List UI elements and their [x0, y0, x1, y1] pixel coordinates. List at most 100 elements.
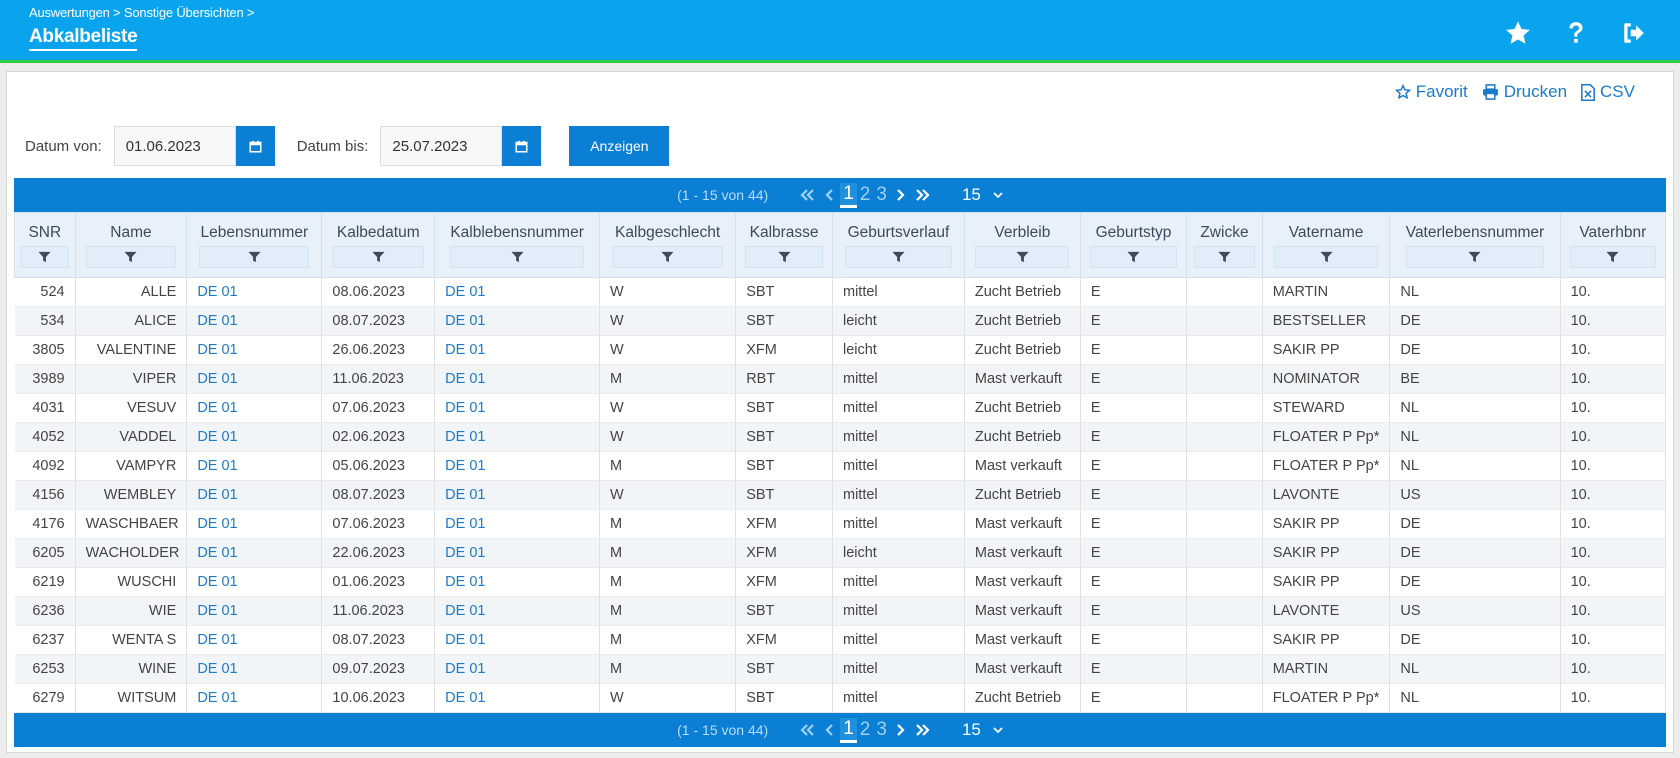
next-page-button[interactable] [890, 189, 912, 201]
number-link[interactable]: DE 01 [445, 487, 486, 503]
column-filter-button[interactable] [975, 246, 1070, 268]
last-page-button[interactable] [912, 189, 934, 201]
column-header[interactable]: Name [74, 212, 188, 278]
number-link[interactable]: DE 01 [445, 400, 486, 416]
table-row[interactable]: 6279 WITSUM DE 01 10.06.2023 DE 01 W SBT mittel… [14, 683, 1667, 713]
number-link[interactable]: DE 01 [197, 458, 238, 474]
column-filter-button[interactable] [1274, 246, 1378, 268]
table-row[interactable]: 6205 WACHOLDER DE 01 22.06.2023 DE 01 M XFM lei… [14, 538, 1667, 568]
column-header[interactable]: Kalbgeschlecht [599, 212, 737, 278]
number-link[interactable]: DE 01 [197, 371, 238, 387]
table-row[interactable]: 4176 WASCHBAER DE 01 07.06.2023 DE 01 M XFM mit… [14, 509, 1667, 539]
column-filter-button[interactable] [449, 246, 585, 268]
page-3-button[interactable]: 3 [876, 719, 887, 740]
number-link[interactable]: DE 01 [197, 545, 238, 561]
table-row[interactable]: 3989 VIPER DE 01 11.06.2023 DE 01 M RBT mittel M… [14, 364, 1667, 394]
favorite-button[interactable]: Favorit [1394, 82, 1468, 102]
page-1-button[interactable]: 1 [840, 182, 857, 208]
column-header[interactable]: Zwicke [1186, 212, 1263, 278]
column-header[interactable]: Geburtsverlauf [831, 212, 965, 278]
number-link[interactable]: DE 01 [445, 632, 486, 648]
page-2-button[interactable]: 2 [859, 719, 871, 740]
number-link[interactable]: DE 01 [197, 516, 238, 532]
show-button[interactable]: Anzeigen [569, 126, 670, 166]
number-link[interactable]: DE 01 [445, 545, 486, 561]
number-link[interactable]: DE 01 [445, 342, 486, 358]
number-link[interactable]: DE 01 [197, 661, 238, 677]
logout-icon[interactable] [1618, 17, 1650, 49]
number-link[interactable]: DE 01 [445, 661, 486, 677]
column-header[interactable]: Vaterlebensnummer [1389, 212, 1561, 278]
table-row[interactable]: 6253 WINE DE 01 09.07.2023 DE 01 M SBT mittel Ma… [14, 654, 1667, 684]
number-link[interactable]: DE 01 [445, 574, 486, 590]
number-link[interactable]: DE 01 [197, 342, 238, 358]
column-filter-button[interactable] [1569, 246, 1656, 268]
table-row[interactable]: 6219 WUSCHI DE 01 01.06.2023 DE 01 M XFM mittel… [14, 567, 1667, 597]
number-link[interactable]: DE 01 [197, 632, 238, 648]
number-link[interactable]: DE 01 [445, 516, 486, 532]
number-link[interactable]: DE 01 [445, 284, 486, 300]
first-page-button[interactable] [796, 189, 818, 201]
table-row[interactable]: 3805 VALENTINE DE 01 26.06.2023 DE 01 W XFM lei… [14, 335, 1667, 365]
number-link[interactable]: DE 01 [197, 429, 238, 445]
table-row[interactable]: 6236 WIE DE 01 11.06.2023 DE 01 M SBT mittel Mas… [14, 596, 1667, 626]
table-row[interactable]: 4052 VADDEL DE 01 02.06.2023 DE 01 W SBT mittel… [14, 422, 1667, 452]
number-link[interactable]: DE 01 [197, 313, 238, 329]
table-row[interactable]: 4092 VAMPYR DE 01 05.06.2023 DE 01 M SBT mittel… [14, 451, 1667, 481]
number-link[interactable]: DE 01 [445, 429, 486, 445]
column-filter-button[interactable] [20, 246, 70, 268]
number-link[interactable]: DE 01 [197, 284, 238, 300]
page-1-button[interactable]: 1 [840, 717, 857, 743]
column-filter-button[interactable] [1193, 246, 1255, 268]
last-page-button[interactable] [912, 724, 934, 736]
table-row[interactable]: 534 ALICE DE 01 08.07.2023 DE 01 W SBT leicht Zu… [14, 306, 1667, 336]
number-link[interactable]: DE 01 [445, 371, 486, 387]
column-filter-button[interactable] [1405, 246, 1545, 268]
column-header[interactable]: Verbleib [963, 212, 1081, 278]
table-row[interactable]: 4031 VESUV DE 01 07.06.2023 DE 01 W SBT mittel Z… [14, 393, 1667, 423]
star-icon[interactable] [1502, 17, 1534, 49]
column-filter-button[interactable] [844, 246, 953, 268]
column-header[interactable]: Lebensnummer [186, 212, 323, 278]
column-filter-button[interactable] [744, 246, 824, 268]
print-button[interactable]: Drucken [1482, 82, 1567, 102]
number-link[interactable]: DE 01 [445, 603, 486, 619]
column-header[interactable]: SNR [14, 212, 76, 278]
question-icon[interactable] [1560, 17, 1592, 49]
page-2-button[interactable]: 2 [859, 184, 871, 205]
table-row[interactable]: 524 ALLE DE 01 08.06.2023 DE 01 W SBT mittel Zuc… [14, 277, 1667, 307]
column-header[interactable]: Geburtstyp [1079, 212, 1188, 278]
number-link[interactable]: DE 01 [197, 487, 238, 503]
date-to-input[interactable] [380, 126, 503, 166]
date-from-input[interactable] [113, 126, 236, 166]
number-link[interactable]: DE 01 [197, 603, 238, 619]
page-size-select[interactable]: 15 [962, 185, 1003, 205]
column-header[interactable]: Vatername [1261, 212, 1391, 278]
prev-page-button[interactable] [818, 724, 840, 736]
column-filter-button[interactable] [85, 246, 177, 268]
breadcrumb[interactable]: Auswertungen > Sonstige Übersichten > [29, 5, 255, 20]
table-row[interactable]: 4156 WEMBLEY DE 01 08.07.2023 DE 01 W SBT mitte… [14, 480, 1667, 510]
column-header[interactable]: Kalbedatum [321, 212, 436, 278]
table-row[interactable]: 6237 WENTA S DE 01 08.07.2023 DE 01 M XFM mitte… [14, 625, 1667, 655]
prev-page-button[interactable] [818, 189, 840, 201]
date-to-calendar-button[interactable] [502, 126, 542, 166]
first-page-button[interactable] [796, 724, 818, 736]
column-filter-button[interactable] [199, 246, 310, 268]
column-header[interactable]: Kalblebensnummer [434, 212, 601, 278]
next-page-button[interactable] [890, 724, 912, 736]
column-filter-button[interactable] [1090, 246, 1177, 268]
number-link[interactable]: DE 01 [445, 690, 486, 706]
number-link[interactable]: DE 01 [197, 400, 238, 416]
number-link[interactable]: DE 01 [445, 313, 486, 329]
date-from-calendar-button[interactable] [235, 126, 275, 166]
column-header[interactable]: Kalbrasse [735, 212, 833, 278]
column-header[interactable]: Vaterhbnr [1559, 212, 1667, 278]
number-link[interactable]: DE 01 [197, 574, 238, 590]
number-link[interactable]: DE 01 [197, 690, 238, 706]
page-size-select[interactable]: 15 [962, 720, 1003, 740]
column-filter-button[interactable] [332, 246, 425, 268]
column-filter-button[interactable] [612, 246, 724, 268]
page-3-button[interactable]: 3 [876, 184, 887, 205]
csv-button[interactable]: CSV [1581, 82, 1635, 102]
